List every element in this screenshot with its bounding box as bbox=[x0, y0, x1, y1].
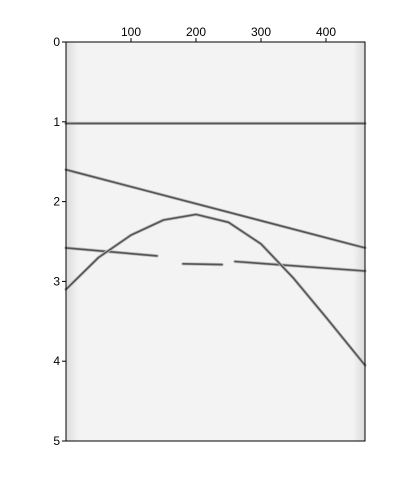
series-5 bbox=[65, 213, 366, 367]
plot-frame bbox=[65, 41, 366, 442]
y-tick-label-3: 3 bbox=[53, 274, 60, 288]
x-tick-label-100: 100 bbox=[121, 25, 141, 39]
y-tick-label-1: 1 bbox=[53, 115, 60, 129]
x-tick-label-300: 300 bbox=[251, 25, 271, 39]
y-tick-label-4: 4 bbox=[53, 354, 60, 368]
y-tick-label-0: 0 bbox=[53, 35, 60, 49]
series-3 bbox=[182, 262, 223, 266]
y-axis: 0 1 2 3 4 5 bbox=[53, 35, 66, 448]
series-1 bbox=[65, 168, 366, 249]
y-tick-label-5: 5 bbox=[53, 434, 60, 448]
series-layer bbox=[64, 121, 367, 367]
x-tick-label-200: 200 bbox=[186, 25, 206, 39]
x-axis: 100 200 300 400 bbox=[121, 25, 336, 42]
series-2 bbox=[65, 247, 158, 257]
plot-noise bbox=[66, 42, 365, 441]
x-tick-label-400: 400 bbox=[316, 25, 336, 39]
series-4 bbox=[234, 260, 366, 272]
y-tick-label-2: 2 bbox=[53, 195, 60, 209]
